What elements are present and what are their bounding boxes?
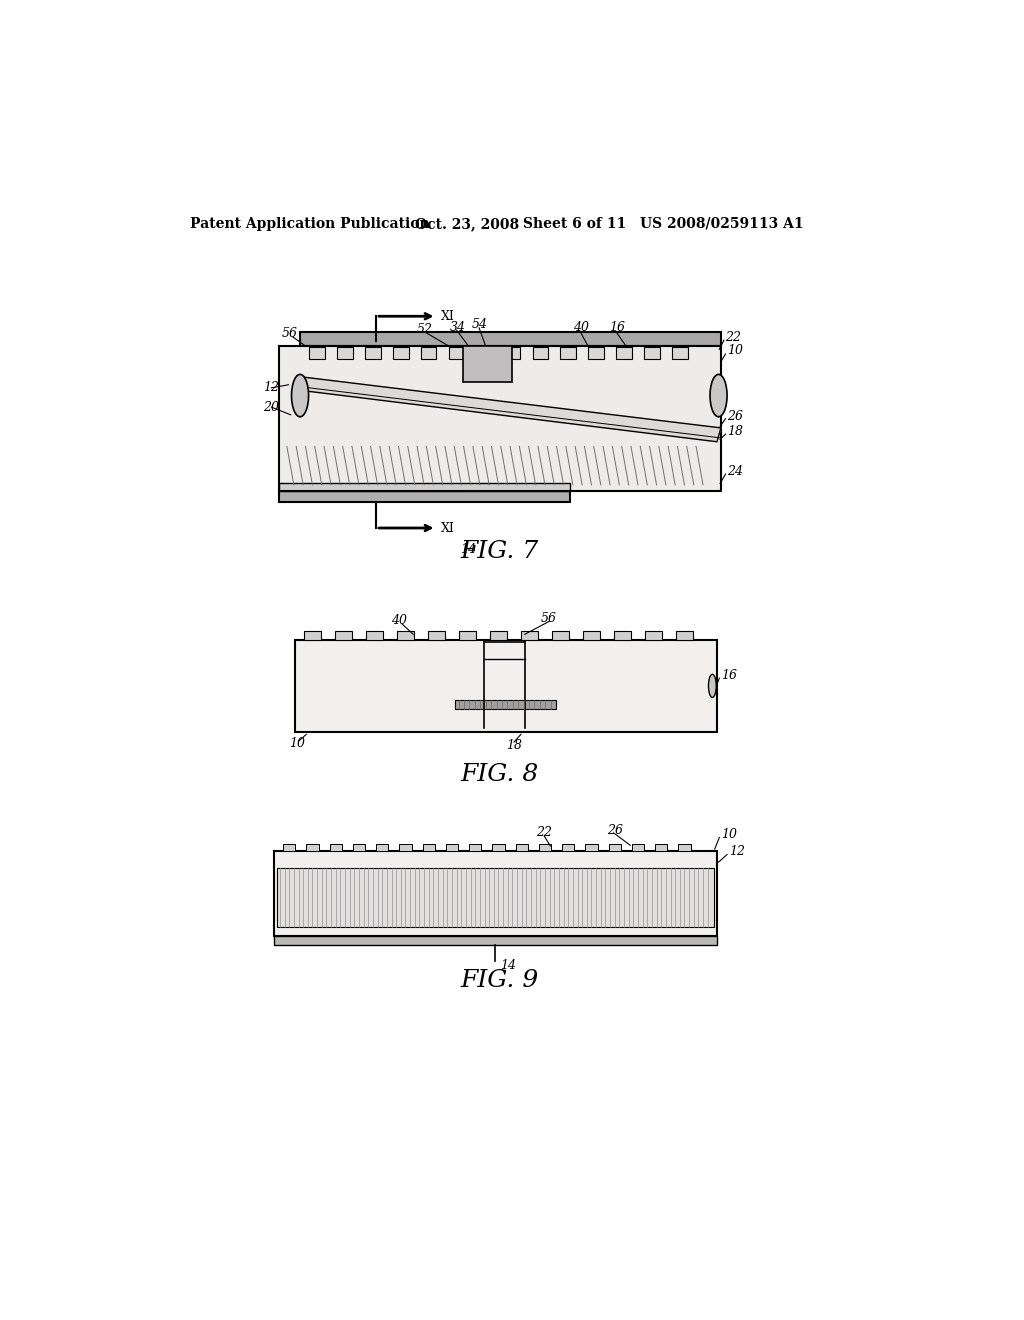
Bar (399, 843, 412, 851)
Bar (539, 843, 551, 851)
Bar (583, 631, 600, 640)
Text: FIG. 7: FIG. 7 (461, 540, 539, 562)
Text: 10: 10 (727, 345, 743, 358)
Text: 10: 10 (289, 737, 305, 750)
Bar (423, 843, 435, 851)
Bar (463, 346, 512, 381)
Text: 18: 18 (506, 739, 522, 752)
Bar (352, 843, 366, 851)
Bar (589, 347, 604, 359)
Text: XI: XI (441, 521, 455, 535)
Text: 56: 56 (541, 611, 557, 624)
Ellipse shape (710, 375, 727, 417)
Polygon shape (293, 376, 721, 442)
Bar (449, 347, 464, 359)
Polygon shape (280, 346, 721, 491)
Bar (644, 347, 659, 359)
Bar (616, 347, 632, 359)
Bar (469, 843, 481, 851)
Text: 22: 22 (726, 330, 741, 343)
Text: FIG. 9: FIG. 9 (461, 969, 539, 993)
Text: 10: 10 (721, 828, 737, 841)
Bar (309, 347, 325, 359)
Ellipse shape (709, 675, 716, 697)
Bar (493, 843, 505, 851)
Text: 20: 20 (263, 400, 279, 413)
Bar (330, 843, 342, 851)
Bar (505, 347, 520, 359)
Bar (300, 331, 721, 346)
Bar (515, 843, 528, 851)
Bar (306, 843, 318, 851)
Text: 26: 26 (607, 824, 623, 837)
Text: 18: 18 (727, 425, 743, 438)
Text: US 2008/0259113 A1: US 2008/0259113 A1 (640, 216, 803, 231)
Bar (337, 347, 352, 359)
Bar (283, 843, 295, 851)
Text: 14: 14 (500, 958, 516, 972)
Text: 22: 22 (536, 826, 552, 840)
Bar (366, 347, 381, 359)
Bar (459, 631, 476, 640)
Text: 40: 40 (391, 614, 408, 627)
Text: XI: XI (441, 310, 455, 323)
Bar (273, 851, 717, 936)
Bar (608, 843, 621, 851)
Bar (477, 347, 493, 359)
Text: 12: 12 (263, 381, 279, 395)
Bar (655, 843, 668, 851)
Bar (456, 700, 556, 709)
Bar (562, 843, 574, 851)
Text: 16: 16 (721, 669, 737, 682)
Bar (645, 631, 662, 640)
Bar (614, 631, 631, 640)
Bar (532, 347, 548, 359)
Text: 16: 16 (609, 321, 626, 334)
Text: 24: 24 (727, 465, 743, 478)
Text: Sheet 6 of 11: Sheet 6 of 11 (523, 216, 627, 231)
Text: 54: 54 (471, 318, 487, 331)
Text: 52: 52 (417, 323, 432, 335)
Bar (428, 631, 445, 640)
Bar (280, 491, 569, 502)
Bar (445, 843, 458, 851)
Bar (678, 843, 690, 851)
Text: Patent Application Publication: Patent Application Publication (190, 216, 430, 231)
Text: Oct. 23, 2008: Oct. 23, 2008 (415, 216, 519, 231)
Bar (335, 631, 352, 640)
Text: 26: 26 (727, 409, 743, 422)
Bar (676, 631, 693, 640)
Ellipse shape (292, 375, 308, 417)
Bar (552, 631, 569, 640)
Text: 14: 14 (460, 544, 476, 557)
Text: 34: 34 (450, 321, 466, 334)
Bar (672, 347, 687, 359)
Bar (421, 347, 436, 359)
Bar (276, 869, 714, 927)
Bar (632, 843, 644, 851)
Bar (280, 483, 569, 491)
Bar (586, 843, 598, 851)
Text: 56: 56 (282, 327, 297, 341)
Bar (560, 347, 575, 359)
Bar (521, 631, 538, 640)
Bar (397, 631, 414, 640)
Bar (489, 631, 507, 640)
Bar (295, 640, 717, 733)
Text: 12: 12 (729, 845, 744, 858)
Bar (366, 631, 383, 640)
Text: FIG. 8: FIG. 8 (461, 763, 539, 785)
Bar (304, 631, 321, 640)
Bar (376, 843, 388, 851)
Text: 40: 40 (572, 321, 589, 334)
Bar (393, 347, 409, 359)
Bar (273, 936, 717, 945)
